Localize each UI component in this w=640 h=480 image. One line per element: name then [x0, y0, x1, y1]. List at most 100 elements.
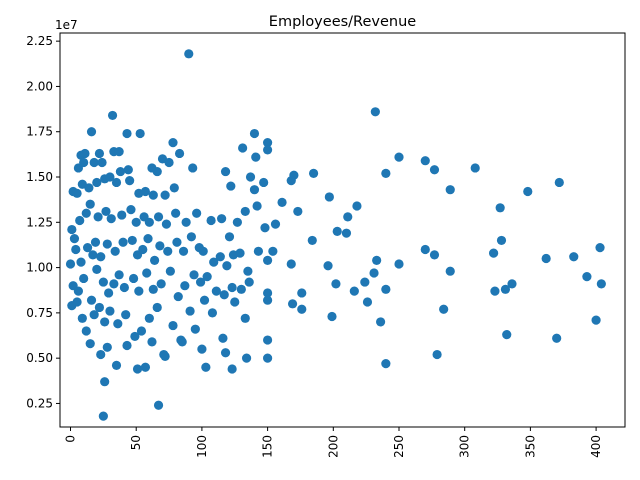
data-point — [67, 224, 77, 235]
data-point — [502, 330, 512, 340]
data-point — [286, 259, 296, 269]
data-point — [163, 246, 173, 256]
data-point — [591, 315, 601, 325]
data-point — [115, 166, 126, 177]
data-point — [372, 255, 382, 265]
data-point — [122, 128, 132, 139]
data-point — [263, 353, 273, 363]
data-point — [286, 176, 296, 186]
data-point — [102, 239, 112, 249]
data-point — [155, 241, 165, 251]
data-point — [92, 177, 102, 188]
data-point — [201, 362, 211, 372]
data-point — [308, 168, 319, 178]
data-point — [107, 110, 118, 121]
data-point — [554, 177, 564, 188]
data-point — [445, 266, 455, 276]
data-point — [215, 252, 225, 262]
data-point — [253, 246, 264, 256]
data-point — [207, 308, 218, 318]
data-point — [220, 348, 231, 358]
data-point — [84, 183, 94, 193]
data-point — [211, 286, 221, 296]
data-point — [126, 205, 136, 215]
data-point — [93, 212, 103, 222]
data-point — [72, 188, 82, 198]
data-point — [104, 288, 114, 298]
data-point — [293, 206, 303, 217]
data-point — [209, 257, 219, 267]
data-point — [582, 272, 592, 282]
data-point — [111, 360, 122, 371]
data-point — [181, 217, 191, 227]
data-point — [381, 284, 391, 294]
data-point — [122, 340, 132, 351]
data-point — [489, 248, 499, 258]
data-point — [88, 250, 98, 260]
data-point — [186, 232, 196, 242]
data-point — [251, 152, 261, 162]
data-point — [71, 244, 81, 255]
data-point — [125, 176, 135, 186]
data-point — [159, 349, 169, 360]
data-point — [238, 143, 248, 153]
data-point — [495, 203, 505, 213]
data-point — [217, 214, 227, 224]
data-point — [173, 291, 183, 302]
data-point — [240, 206, 250, 217]
data-point — [260, 223, 270, 233]
data-point — [240, 313, 250, 323]
data-point — [109, 279, 119, 289]
data-point — [189, 270, 199, 280]
x-axis: 0 50 100 150 200 250 300 350 400 — [64, 427, 603, 458]
data-point — [541, 253, 551, 264]
data-point — [121, 310, 131, 320]
data-point — [147, 337, 157, 347]
data-point — [595, 243, 605, 253]
data-point — [160, 190, 170, 200]
data-point — [420, 244, 430, 255]
x-tick-label: 100 — [195, 435, 209, 458]
data-point — [332, 226, 342, 236]
data-point — [552, 333, 562, 343]
data-point — [206, 215, 216, 226]
data-point — [165, 266, 175, 276]
data-point — [490, 286, 500, 296]
data-point — [118, 237, 128, 247]
data-point — [178, 246, 189, 256]
data-point — [85, 199, 95, 209]
data-point — [184, 49, 194, 59]
data-point — [150, 255, 160, 265]
data-point — [432, 349, 442, 360]
data-point — [177, 337, 187, 347]
data-point — [370, 107, 380, 117]
data-point — [500, 284, 511, 294]
data-point — [65, 259, 76, 269]
data-point — [263, 138, 273, 148]
data-point — [96, 252, 106, 262]
data-point — [323, 261, 333, 271]
data-point — [324, 192, 334, 202]
data-point — [287, 299, 298, 309]
data-point — [268, 246, 278, 256]
x-tick-label: 150 — [261, 435, 275, 458]
data-point — [243, 266, 253, 276]
data-point — [168, 320, 178, 331]
data-point — [138, 244, 148, 255]
data-point — [132, 364, 143, 374]
y-tick-label: 2.25 — [26, 34, 53, 48]
data-point — [197, 344, 207, 354]
data-point — [263, 288, 273, 298]
data-point — [381, 359, 391, 369]
data-point — [235, 248, 245, 258]
data-point — [569, 252, 579, 262]
data-point — [222, 261, 232, 271]
plot-area — [60, 33, 625, 427]
data-point — [270, 219, 281, 229]
data-point — [188, 163, 198, 173]
data-point — [381, 168, 391, 178]
data-point — [100, 317, 110, 327]
data-point — [156, 279, 166, 289]
data-point — [140, 186, 151, 197]
data-point — [349, 286, 359, 296]
